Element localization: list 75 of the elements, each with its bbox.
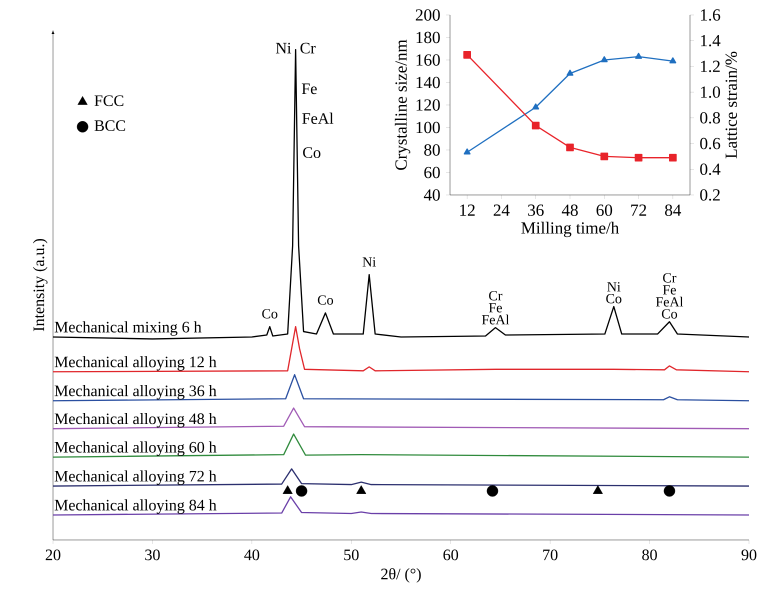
y-tick-label: 140 (416, 76, 440, 88)
x-tick-label: 48 (562, 204, 578, 216)
y2-tick-label: 1.6 (700, 9, 720, 21)
series-label: Mechanical alloying 72 h (54, 470, 216, 485)
x-tick-label: 60 (596, 204, 612, 216)
y-tick-label: 160 (416, 54, 440, 66)
annotation: Fe (662, 285, 676, 295)
annotation: Co (606, 294, 622, 304)
annotation: Ni (362, 257, 376, 266)
point (532, 122, 540, 130)
annotation: Co (303, 147, 320, 158)
annotation: Fe (488, 303, 502, 312)
legend-label: BCC (94, 120, 126, 132)
y2-tick-label: 1.0 (700, 86, 720, 98)
y2-axis-title: Lattice strain/% (726, 52, 737, 158)
y2-tick-label: 0.4 (700, 164, 720, 176)
x-axis-title: Milling time/h (521, 222, 619, 238)
x-tick-label: 90 (742, 550, 756, 560)
x-tick-label: 80 (642, 550, 657, 560)
annotation: Co (318, 295, 334, 305)
x-axis-title: 2θ/ (°) (381, 568, 421, 583)
annotation: Fe (302, 84, 317, 94)
series-label: Mechanical alloying 48 h (54, 412, 216, 428)
annotation: Co (662, 309, 678, 319)
x-tick-label: 72 (631, 204, 646, 216)
legend-label: FCC (94, 95, 124, 106)
y-tick-label: 40 (424, 189, 440, 201)
y2-tick-label: 0.6 (700, 138, 720, 150)
y2-tick-label: 0.2 (700, 189, 720, 201)
point (464, 148, 471, 154)
annotation: Cr (489, 291, 502, 300)
y2-tick-label: 0.8 (700, 112, 720, 124)
point (566, 144, 574, 152)
y-tick-label: 120 (416, 99, 440, 111)
x-tick-label: 36 (528, 204, 544, 216)
series-label: Mechanical alloying 60 h (54, 441, 216, 456)
point (532, 103, 540, 110)
point (635, 52, 642, 59)
y-tick-label: 180 (416, 32, 440, 44)
x-tick-label: 24 (494, 204, 510, 216)
point (669, 57, 676, 64)
x-tick-label: 20 (46, 550, 60, 560)
annotation: Cr (663, 273, 676, 283)
point (463, 50, 471, 59)
y-axis-title: Crystalline size/nm (394, 40, 410, 170)
series-label: Mechanical alloying 36 h (54, 385, 216, 400)
point (566, 70, 574, 76)
series-label: Mechanical alloying 12 h (54, 356, 216, 371)
x-tick-label: 40 (244, 550, 260, 560)
annotation: Ni (607, 282, 620, 292)
y-axis-title: Intensity (a.u.) (32, 238, 48, 332)
annotation: FeAl (302, 112, 334, 124)
annotation: Ni (276, 42, 292, 54)
point (600, 56, 608, 62)
annotation: Cr (300, 42, 316, 54)
annotation: FeAl (482, 314, 510, 324)
point (600, 152, 608, 160)
x-tick-label: 84 (665, 204, 682, 216)
x-tick-label: 30 (145, 550, 160, 560)
point (669, 154, 677, 162)
series-label: Mechanical alloying 84 h (54, 499, 216, 514)
x-tick-label: 50 (344, 550, 359, 560)
y2-tick-label: 1.4 (700, 34, 720, 46)
annotation: Co (262, 309, 278, 318)
series-label: Mechanical mixing 6 h (54, 321, 202, 336)
y-tick-label: 80 (424, 144, 440, 156)
y-tick-label: 100 (416, 122, 440, 134)
x-tick-label: 12 (460, 204, 475, 216)
point (634, 154, 642, 162)
x-tick-label: 70 (543, 550, 558, 560)
annotation: FeAl (656, 296, 684, 307)
y2-tick-label: 1.2 (700, 60, 720, 72)
y-tick-label: 60 (424, 166, 440, 178)
y-tick-label: 200 (416, 9, 440, 21)
x-tick-label: 60 (443, 550, 458, 560)
